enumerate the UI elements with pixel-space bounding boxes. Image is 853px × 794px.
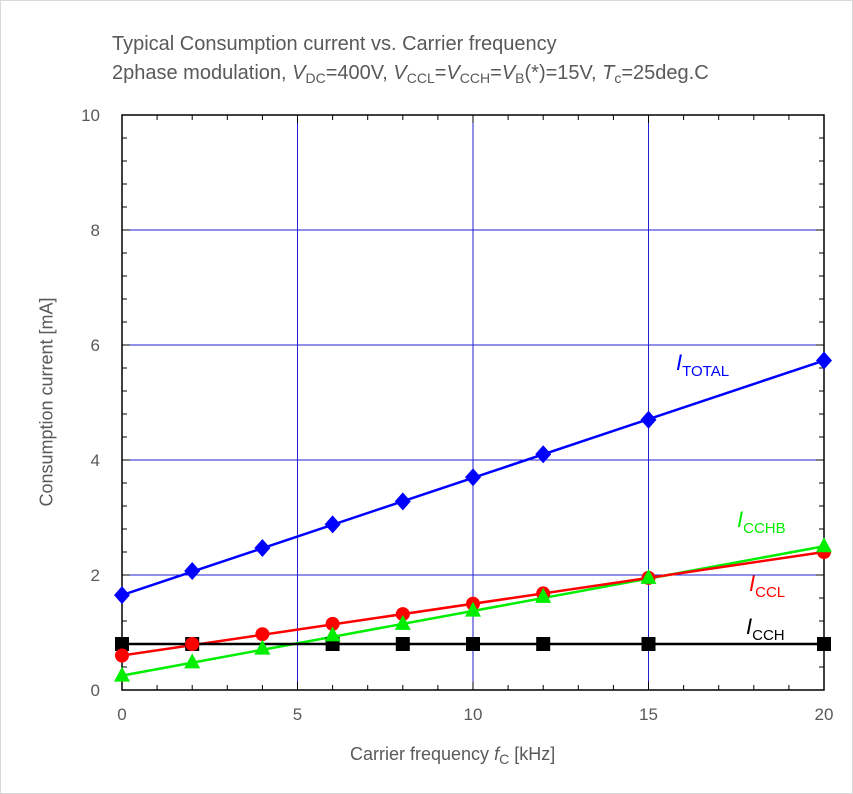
subtitle-vb-subscript: B — [515, 70, 525, 86]
data-point-cchb — [254, 639, 271, 655]
subtitle-vcch-symbol: V — [446, 62, 460, 84]
data-point-total — [114, 586, 130, 605]
x-axis-label: Carrier frequency fC [kHz] — [350, 744, 555, 767]
subtitle-vdc-symbol: V — [292, 62, 306, 84]
data-point-cchb — [816, 537, 832, 553]
series-label-cch: ICCH — [746, 614, 785, 644]
x-tick-label: 15 — [639, 705, 658, 724]
x-tick-label: 20 — [815, 705, 834, 724]
subtitle-prefix: 2phase modulation, — [112, 62, 293, 84]
data-point-total — [254, 538, 271, 557]
data-point-cch — [641, 637, 656, 651]
chart-title: Typical Consumption current vs. Carrier … — [112, 33, 557, 55]
series-label-cchb: ICCHB — [737, 507, 786, 537]
data-point-cch — [466, 637, 480, 651]
series-label-ccl-symbol: I — [749, 571, 756, 596]
series-label-ccl-subscript: CCL — [755, 584, 786, 601]
data-point-ccl — [185, 637, 200, 651]
data-point-cch — [115, 637, 129, 651]
data-point-cchb — [394, 614, 411, 630]
data-point-cchb — [114, 666, 130, 682]
x-axis-label-prefix: Carrier frequency — [350, 744, 495, 764]
y-tick-label: 0 — [91, 681, 100, 700]
x-axis-label-subscript: C — [499, 751, 510, 767]
data-point-cchb — [465, 601, 481, 617]
data-point-total — [816, 351, 832, 370]
y-tick-label: 2 — [91, 566, 100, 585]
plot-axes — [121, 114, 825, 691]
x-tick-label: 5 — [293, 705, 302, 724]
subtitle-vb-symbol: V — [501, 62, 516, 84]
y-tick-label: 10 — [81, 106, 100, 125]
data-point-total — [465, 468, 481, 487]
data-point-cchb — [535, 587, 552, 603]
x-axis-label-suffix: [kHz] — [509, 744, 556, 764]
series-label-total-subscript: TOTAL — [682, 363, 730, 380]
data-point-ccl — [115, 648, 129, 663]
subtitle-tc-symbol: T — [602, 62, 615, 84]
y-tick-label: 6 — [91, 336, 100, 355]
series-label-ccl: ICCL — [749, 571, 785, 601]
data-point-total — [394, 492, 411, 511]
data-point-cch — [395, 637, 410, 651]
x-axis-label-symbol: f — [494, 744, 500, 764]
data-point-total — [184, 561, 201, 580]
subtitle-vccl-symbol: V — [393, 62, 407, 84]
subtitle-tc-value: =25deg.C — [621, 62, 709, 84]
data-point-total — [324, 515, 341, 534]
series-markers — [114, 351, 832, 682]
subtitle-vb-value: (*)=15V, — [524, 62, 603, 84]
series-label-cchb-subscript: CCHB — [743, 520, 786, 537]
y-tick-label: 4 — [91, 451, 100, 470]
subtitle-equals-1: = — [434, 62, 447, 84]
series-label-cchb-symbol: I — [737, 507, 744, 532]
chart-subtitle: 2phase modulation, VDC=400V, VCCL=VCCH=V… — [112, 62, 709, 86]
grid-lines — [122, 115, 824, 690]
series-label-cch-symbol: I — [746, 614, 753, 639]
tick-labels: 0 5 10 15 20 0 2 4 6 8 10 — [81, 106, 833, 724]
y-tick-label: 8 — [91, 221, 100, 240]
data-point-cchb — [640, 568, 657, 584]
data-point-cchb — [184, 653, 201, 669]
y-axis-label: Consumption current [mA] — [36, 297, 57, 507]
x-tick-label: 0 — [117, 705, 126, 724]
data-point-cch — [536, 637, 551, 651]
subtitle-tc-subscript: c — [614, 70, 622, 86]
subtitle-equals-2: = — [490, 62, 502, 84]
data-point-total — [640, 410, 657, 429]
data-point-total — [535, 445, 552, 464]
data-point-cchb — [324, 626, 341, 642]
subtitle-vcch-subscript: CCH — [459, 70, 491, 86]
subtitle-vccl-subscript: CCL — [406, 70, 435, 86]
x-tick-label: 10 — [464, 705, 483, 724]
series-label-cch-subscript: CCH — [752, 627, 785, 644]
series-label-total-symbol: I — [676, 350, 683, 375]
subtitle-vdc-subscript: DC — [305, 70, 326, 86]
data-point-ccl — [325, 616, 340, 631]
data-point-ccl — [255, 627, 270, 642]
data-point-ccl — [395, 607, 410, 622]
data-point-cch — [817, 637, 831, 651]
series-label-total: ITOTAL — [676, 350, 729, 380]
subtitle-vdc-value: =400V, — [325, 62, 394, 84]
